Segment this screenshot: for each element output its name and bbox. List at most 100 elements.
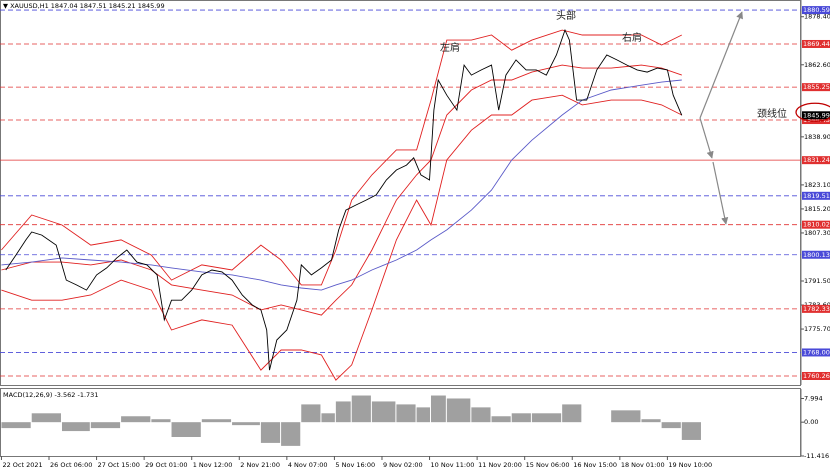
series-line bbox=[5, 28, 683, 371]
macd-bar bbox=[511, 413, 531, 423]
y-tick-label: -11.416 bbox=[804, 452, 829, 460]
macd-bar bbox=[681, 422, 701, 440]
level-box bbox=[802, 348, 830, 357]
level-box bbox=[802, 191, 830, 200]
macd-value: -3.562 bbox=[54, 391, 75, 399]
last-price-box bbox=[802, 111, 830, 120]
macd-bar bbox=[171, 422, 201, 437]
low: 1845.21 bbox=[109, 2, 136, 10]
level-label: 1782.33 bbox=[803, 305, 830, 313]
level-box bbox=[802, 6, 830, 15]
macd-bar bbox=[321, 413, 335, 423]
close: 1845.99 bbox=[138, 2, 165, 10]
x-tick-label: 22 Oct 2021 bbox=[2, 461, 42, 469]
level-box bbox=[802, 304, 830, 313]
macd-header: MACD(12,26,9) -3.562 -1.731 bbox=[3, 391, 98, 399]
macd-bar bbox=[335, 401, 351, 423]
x-tick-label: 10 Nov 11:00 bbox=[431, 461, 475, 469]
level-label: 1880.59 bbox=[803, 6, 830, 14]
macd-bar bbox=[260, 422, 281, 443]
annotation: 颈线位 bbox=[757, 107, 787, 120]
level-label: 1844.43 bbox=[803, 116, 830, 124]
level-label: 1800.13 bbox=[803, 251, 830, 259]
macd-bar bbox=[232, 422, 260, 426]
macd-bar bbox=[491, 416, 511, 423]
high: 1847.51 bbox=[80, 2, 107, 10]
y-tick-label: 1775.70 bbox=[804, 325, 830, 333]
series-line bbox=[1, 94, 683, 381]
projection-arrow bbox=[699, 117, 714, 159]
level-box bbox=[802, 116, 830, 125]
macd-bar bbox=[201, 419, 232, 423]
level-label: 1768.00 bbox=[803, 348, 830, 356]
x-tick-label: 11 Nov 20:00 bbox=[478, 461, 522, 469]
x-tick-label: 2 Nov 21:00 bbox=[240, 461, 280, 469]
macd-bar bbox=[471, 407, 491, 423]
y-tick-label: 1823.10 bbox=[804, 181, 830, 189]
macd-bar bbox=[90, 422, 121, 429]
x-tick-label: 15 Nov 06:00 bbox=[526, 461, 570, 469]
annotation: 左肩 bbox=[440, 41, 460, 54]
level-box bbox=[802, 250, 830, 259]
macd-bar bbox=[151, 419, 171, 423]
highlight-ellipse bbox=[795, 102, 830, 122]
annotation: 头部 bbox=[556, 9, 576, 22]
x-tick-label: 1 Nov 12:00 bbox=[193, 461, 233, 469]
y-tick-label: 0.00 bbox=[804, 418, 818, 426]
level-label: 1855.25 bbox=[803, 83, 830, 91]
macd-bar bbox=[281, 422, 301, 446]
level-label: 1831.24 bbox=[803, 156, 830, 164]
macd-bar bbox=[531, 413, 562, 423]
level-box bbox=[802, 39, 830, 48]
macd-bar bbox=[446, 398, 471, 423]
level-box bbox=[802, 83, 830, 92]
level-label: 1819.51 bbox=[803, 192, 830, 200]
series-line bbox=[1, 64, 682, 316]
macd-bar bbox=[641, 419, 661, 423]
x-tick-label: 5 Nov 16:00 bbox=[335, 461, 375, 469]
y-tick-label: 1815.20 bbox=[804, 205, 830, 213]
y-tick-label: 1791.50 bbox=[804, 277, 830, 285]
signal-value: -1.731 bbox=[78, 391, 99, 399]
x-tick-label: 19 Nov 10:00 bbox=[668, 461, 712, 469]
x-tick-label: 27 Oct 15:00 bbox=[98, 461, 140, 469]
open: 1847.04 bbox=[51, 2, 78, 10]
macd-bar bbox=[562, 404, 582, 423]
macd-title: MACD(12,26,9) bbox=[3, 391, 52, 399]
chart-header: ▼ XAUUSD,H1 1847.04 1847.51 1845.21 1845… bbox=[3, 2, 165, 10]
macd-bar bbox=[301, 404, 321, 423]
macd-bar bbox=[121, 416, 151, 423]
x-tick-label: 26 Oct 06:00 bbox=[50, 461, 92, 469]
macd-bar bbox=[351, 395, 371, 423]
symbol: XAUUSD,H1 bbox=[10, 2, 49, 10]
level-label: 1869.44 bbox=[803, 40, 830, 48]
level-label: 1760.26 bbox=[803, 372, 830, 380]
y-tick-label: 1838.90 bbox=[804, 133, 830, 141]
y-tick-label: 1807.30 bbox=[804, 229, 830, 237]
annotation: 右肩 bbox=[622, 31, 642, 44]
macd-bar bbox=[430, 395, 446, 423]
macd-bar bbox=[661, 422, 681, 429]
level-box bbox=[802, 371, 830, 380]
macd-bar bbox=[611, 410, 641, 423]
x-tick-label: 9 Nov 02:00 bbox=[383, 461, 423, 469]
projection-arrow bbox=[699, 11, 743, 119]
macd-bar bbox=[371, 401, 396, 423]
x-tick-label: 29 Oct 01:00 bbox=[145, 461, 187, 469]
x-tick-label: 16 Nov 15:00 bbox=[573, 461, 617, 469]
macd-bar bbox=[31, 413, 61, 423]
macd-bar bbox=[1, 422, 31, 429]
level-label: 1810.02 bbox=[803, 221, 830, 229]
y-tick-label: 1878.40 bbox=[804, 13, 830, 21]
macd-bar bbox=[396, 404, 416, 423]
projection-arrow bbox=[712, 161, 729, 225]
y-tick-label: 7.994 bbox=[804, 394, 823, 402]
macd-bar bbox=[416, 407, 430, 423]
x-tick-label: 18 Nov 01:00 bbox=[621, 461, 665, 469]
y-tick-label: 1862.60 bbox=[804, 61, 830, 69]
macd-bar bbox=[61, 422, 90, 432]
last-price-label: 1845.99 bbox=[803, 111, 830, 119]
